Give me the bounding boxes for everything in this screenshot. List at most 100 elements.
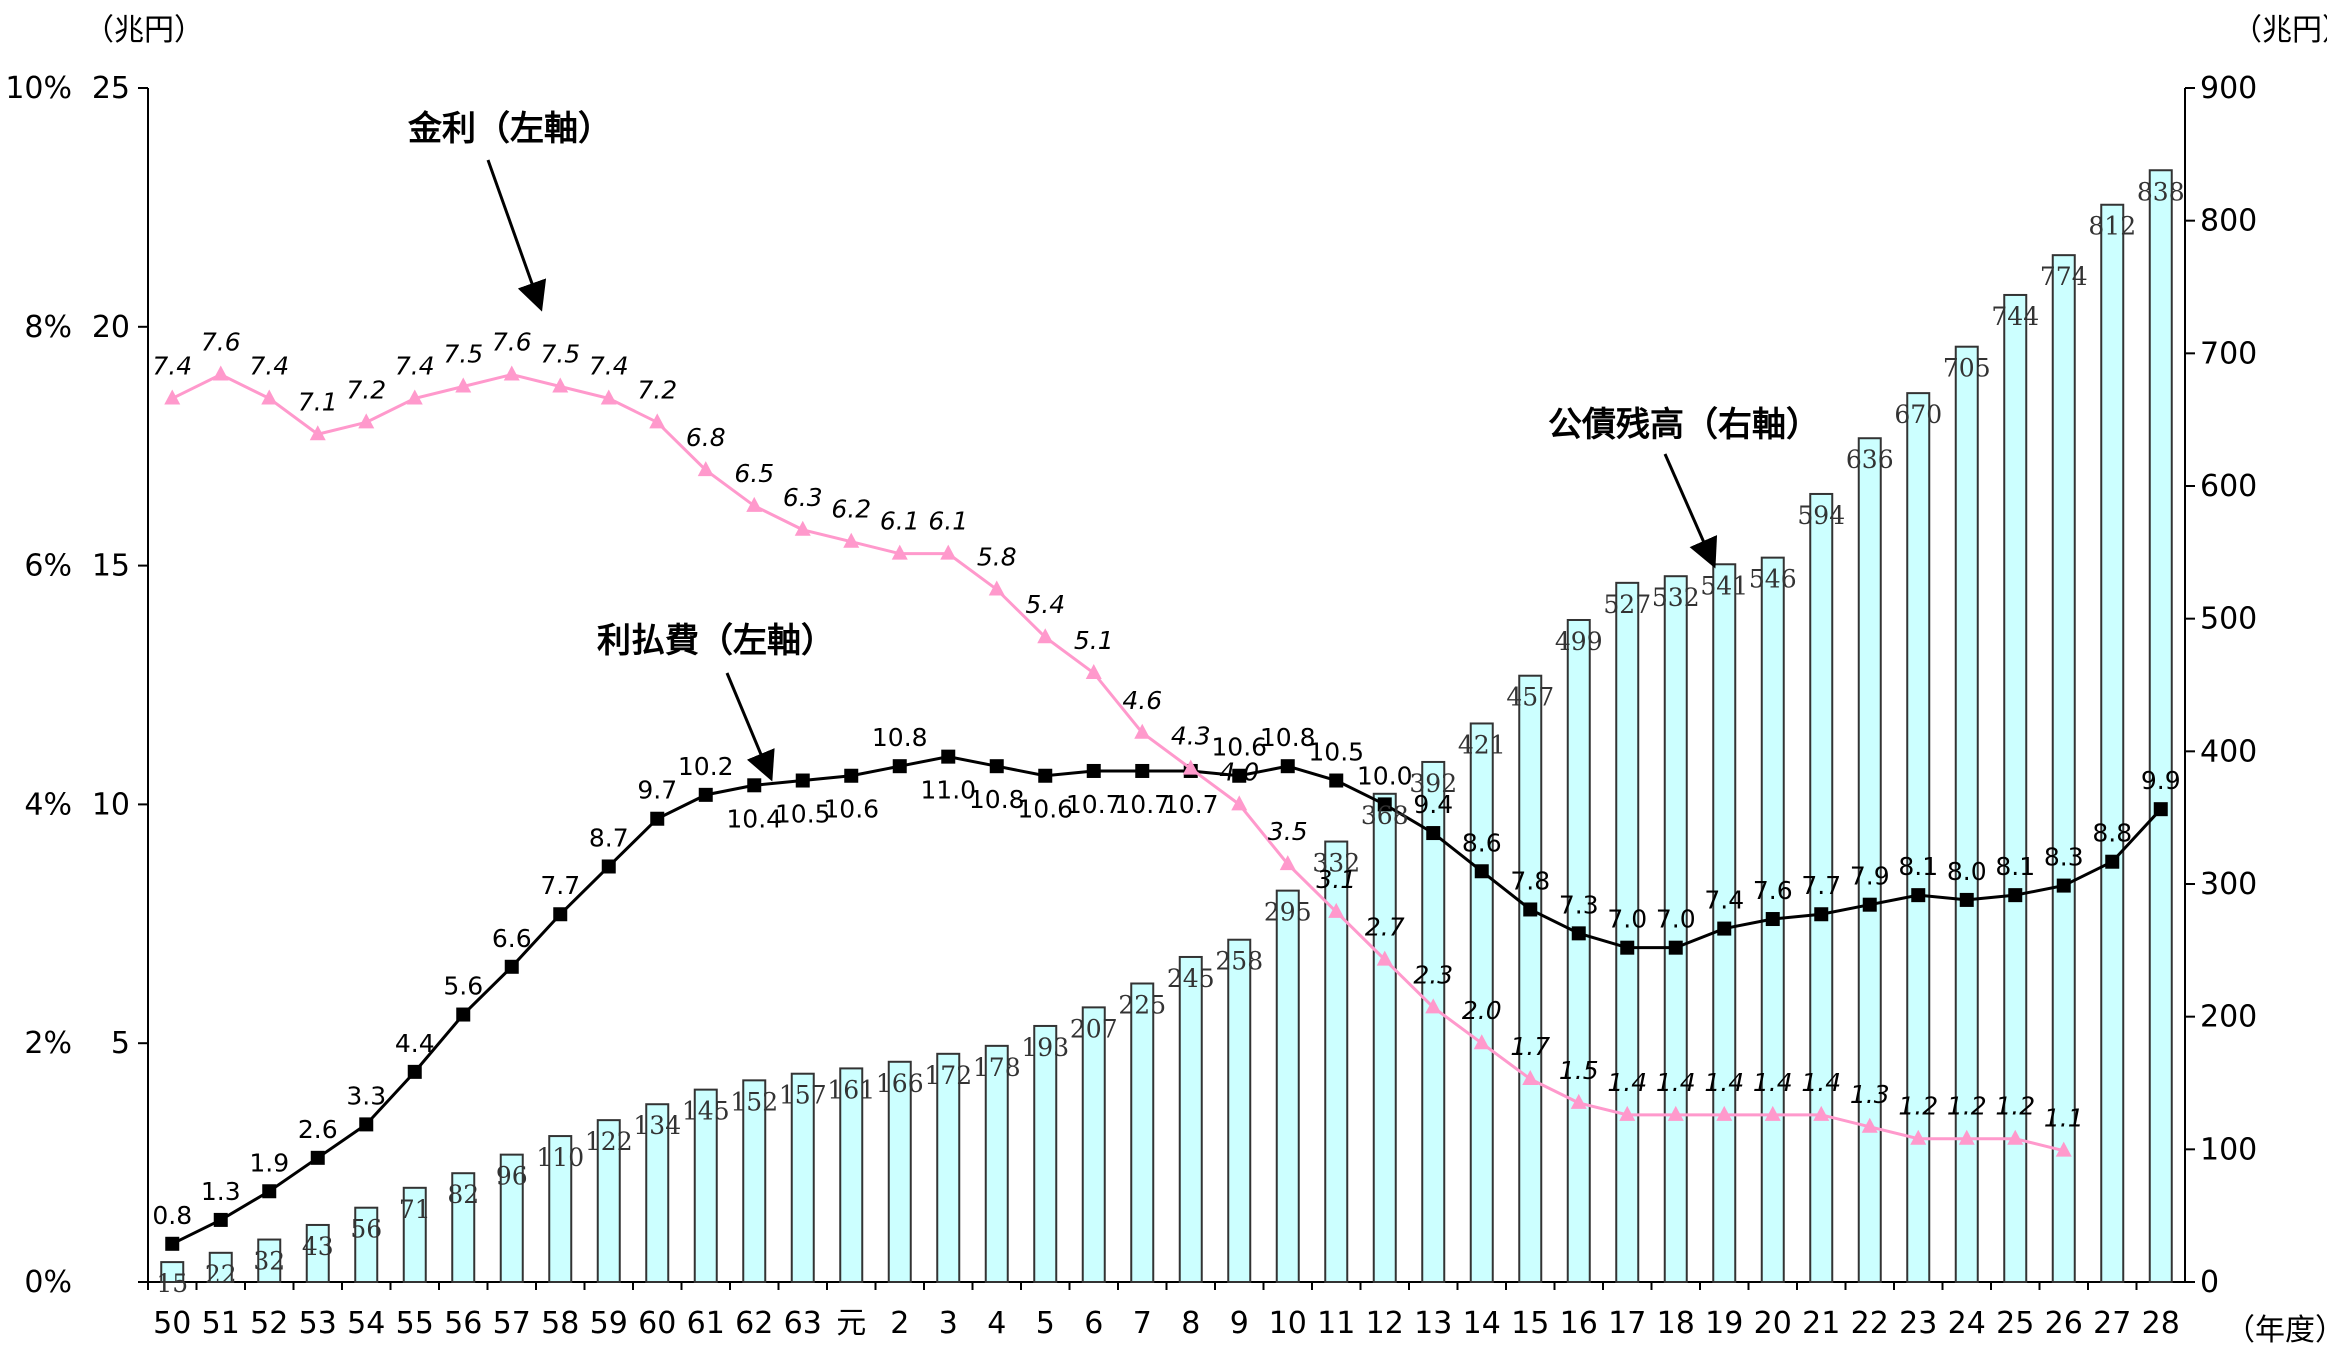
interest-cost-point bbox=[941, 749, 956, 764]
debt-bar bbox=[596, 1119, 621, 1283]
debt-bar-label: 499 bbox=[1555, 627, 1603, 656]
interest-rate-label: 7.6 bbox=[201, 328, 241, 357]
debt-bar-label: 178 bbox=[973, 1053, 1021, 1082]
debt-bar-label: 245 bbox=[1167, 964, 1215, 993]
interest-rate-point bbox=[1861, 1117, 1878, 1133]
right-axis-tick-label: 800 bbox=[2200, 204, 2257, 239]
interest-rate-label: 1.4 bbox=[1704, 1068, 1744, 1097]
interest-cost-label: 7.7 bbox=[540, 871, 580, 900]
interest-cost-label: 10.7 bbox=[1066, 790, 1122, 819]
interest-rate-point bbox=[503, 365, 520, 381]
interest-cost-point bbox=[844, 768, 859, 783]
right-axis-tick-label: 500 bbox=[2200, 602, 2257, 637]
x-axis-tick-label: 9 bbox=[1230, 1306, 1249, 1341]
debt-bar bbox=[1421, 760, 1446, 1283]
debt-bar-label: 527 bbox=[1603, 590, 1651, 619]
interest-rate-point bbox=[406, 389, 423, 405]
debt-bar bbox=[2100, 203, 2125, 1283]
interest-cost-point bbox=[407, 1064, 422, 1079]
interest-cost-label: 7.9 bbox=[1850, 862, 1890, 891]
left-unit-label: （兆円） bbox=[84, 13, 204, 48]
annotations: 金利（左軸） 利払費（左軸） 公債残高（右軸） bbox=[407, 109, 1820, 782]
interest-rate-label: 6.1 bbox=[928, 507, 968, 536]
debt-bar bbox=[936, 1052, 961, 1284]
right-axis-tick-label: 400 bbox=[2200, 734, 2257, 769]
x-axis-tick-label: 16 bbox=[1560, 1306, 1598, 1341]
interest-rate-point bbox=[1134, 723, 1151, 739]
interest-cost-point bbox=[553, 907, 568, 922]
x-axis-tick-label: 2 bbox=[890, 1306, 909, 1341]
interest-cost-point bbox=[2008, 888, 2023, 903]
debt-bar-label: 705 bbox=[1943, 354, 1991, 383]
right-axis-tick-label: 900 bbox=[2200, 71, 2257, 106]
interest-cost-label: 2.6 bbox=[298, 1115, 338, 1144]
debt-bar bbox=[1324, 840, 1349, 1284]
percent-axis-tick-label: 6% bbox=[24, 549, 72, 584]
interest-rate-point bbox=[1716, 1105, 1733, 1121]
interest-rate-point bbox=[940, 544, 957, 560]
interest-rate-point bbox=[358, 413, 375, 429]
debt-bar bbox=[1081, 1006, 1106, 1283]
debt-bar bbox=[1809, 492, 1834, 1283]
debt-bar-label: 541 bbox=[1700, 571, 1748, 600]
percent-axis-tick-label: 8% bbox=[24, 310, 72, 345]
interest-rate-point bbox=[1958, 1129, 1975, 1145]
interest-rate-label: 6.5 bbox=[734, 459, 774, 488]
x-axis-tick-label: 17 bbox=[1608, 1306, 1646, 1341]
debt-bar-label: 295 bbox=[1264, 898, 1312, 927]
x-axis-tick-label: 58 bbox=[541, 1306, 579, 1341]
interest-rate-label: 2.3 bbox=[1413, 960, 1453, 989]
interest-rate-line bbox=[164, 365, 2072, 1157]
annotation-interest: 利払費（左軸） bbox=[597, 621, 835, 661]
interest-rate-label: 7.4 bbox=[589, 351, 629, 380]
interest-rate-point bbox=[261, 389, 278, 405]
debt-bar bbox=[1663, 575, 1688, 1283]
x-axis-tick-label: 23 bbox=[1899, 1306, 1937, 1341]
interest-rate-point bbox=[1813, 1105, 1830, 1121]
right-axis-tick-label: 700 bbox=[2200, 336, 2257, 371]
debt-bar bbox=[1906, 392, 1931, 1283]
interest-cost-label: 10.7 bbox=[1163, 790, 1219, 819]
debt-bar-label: 744 bbox=[1991, 302, 2039, 331]
interest-rate-label: 7.1 bbox=[298, 387, 338, 416]
debt-bar bbox=[1130, 982, 1155, 1283]
interest-cost-label: 3.3 bbox=[346, 1081, 386, 1110]
interest-rate-point bbox=[649, 413, 666, 429]
interest-cost-point bbox=[2056, 878, 2071, 893]
interest-rate-label: 6.3 bbox=[783, 483, 823, 512]
interest-cost-point bbox=[1959, 892, 1974, 907]
debt-bar-label: 258 bbox=[1215, 947, 1263, 976]
interest-rate-point bbox=[212, 365, 229, 381]
debt-bar bbox=[2003, 293, 2028, 1283]
interest-cost-label: 7.6 bbox=[1753, 876, 1793, 905]
interest-cost-point bbox=[2153, 802, 2168, 817]
interest-cost-point bbox=[213, 1212, 228, 1227]
interest-cost-point bbox=[1523, 902, 1538, 917]
interest-cost-point bbox=[1329, 773, 1344, 788]
interest-rate-label: 6.1 bbox=[880, 507, 920, 536]
interest-rate-label: 5.1 bbox=[1074, 626, 1114, 655]
interest-rate-point bbox=[552, 377, 569, 393]
interest-cost-label: 9.7 bbox=[637, 776, 677, 805]
debt-bar-label: 457 bbox=[1506, 683, 1554, 712]
x-axis-tick-label: 56 bbox=[444, 1306, 482, 1341]
interest-rate-label: 7.5 bbox=[443, 340, 483, 369]
debt-bar bbox=[1275, 889, 1300, 1284]
right-unit-label: （兆円） bbox=[2232, 13, 2327, 48]
debt-bar-label: 546 bbox=[1749, 565, 1797, 594]
interest-rate-point bbox=[600, 389, 617, 405]
debt-bar bbox=[257, 1238, 282, 1283]
x-axis-tick-label: 元 bbox=[836, 1306, 866, 1341]
x-axis-tick-label: 60 bbox=[638, 1306, 676, 1341]
interest-cost-label: 10.8 bbox=[969, 785, 1025, 814]
debt-bar-label: 207 bbox=[1070, 1014, 1118, 1043]
interest-cost-label: 8.7 bbox=[589, 823, 629, 852]
debt-bar bbox=[1518, 674, 1543, 1283]
interest-cost-point bbox=[456, 1007, 471, 1022]
interest-rate-label: 7.6 bbox=[492, 328, 532, 357]
debt-bar bbox=[887, 1060, 912, 1283]
debt-bar bbox=[2148, 169, 2173, 1284]
interest-rate-point bbox=[1085, 664, 1102, 680]
interest-rate-label: 7.4 bbox=[395, 351, 435, 380]
x-axis-tick-label: 4 bbox=[987, 1306, 1006, 1341]
